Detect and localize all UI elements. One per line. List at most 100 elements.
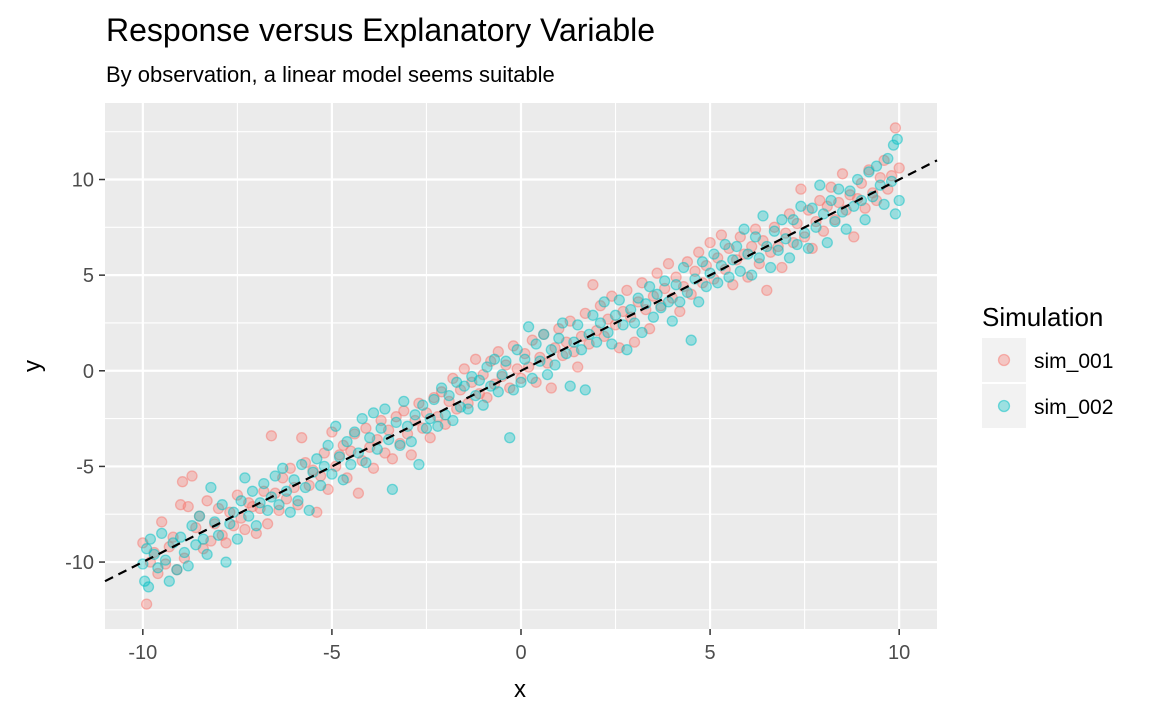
data-point <box>405 449 417 461</box>
data-point <box>572 361 584 373</box>
data-point <box>590 336 603 348</box>
data-point <box>243 510 255 522</box>
data-point <box>432 420 444 432</box>
data-point <box>825 194 837 207</box>
data-point <box>345 458 357 471</box>
data-point <box>205 481 217 494</box>
data-point <box>553 332 565 344</box>
data-point <box>201 548 213 561</box>
data-point <box>140 543 153 555</box>
data-point <box>806 202 818 214</box>
data-point <box>836 168 849 180</box>
data-point <box>863 166 875 178</box>
data-point <box>749 231 762 243</box>
x-tick-label: 0 <box>515 642 526 664</box>
data-point <box>277 462 289 474</box>
data-point <box>311 453 323 465</box>
data-point <box>386 483 399 496</box>
y-tick-label: 0 <box>83 361 94 383</box>
data-point <box>829 215 841 228</box>
data-point <box>352 487 365 499</box>
data-point <box>420 422 433 434</box>
data-point <box>889 208 902 220</box>
data-point <box>844 185 856 197</box>
data-point <box>152 562 164 574</box>
data-point <box>398 395 410 408</box>
data-point <box>606 338 618 350</box>
data-point <box>882 152 894 165</box>
data-point <box>367 407 380 419</box>
data-point <box>893 194 905 207</box>
x-axis-ticks: -10 -5 0 5 10 <box>128 629 910 664</box>
data-point <box>643 280 656 293</box>
data-point <box>447 414 459 427</box>
data-point <box>851 173 864 186</box>
data-point <box>708 248 720 260</box>
data-point <box>178 546 191 559</box>
data-point <box>176 476 189 488</box>
data-point <box>186 470 198 482</box>
data-point <box>651 267 663 279</box>
data-point <box>715 229 728 241</box>
data-point <box>617 319 629 331</box>
data-point <box>186 520 198 532</box>
data-point <box>379 403 391 415</box>
data-point <box>662 258 675 270</box>
data-point <box>549 359 561 371</box>
data-point <box>764 261 777 274</box>
data-point <box>746 269 758 281</box>
data-point <box>239 523 251 536</box>
data-point <box>564 380 576 392</box>
data-point <box>719 238 731 251</box>
data-point <box>280 493 293 505</box>
data-point <box>496 368 508 381</box>
data-point <box>140 598 153 610</box>
legend-label: sim_001 <box>1034 350 1113 373</box>
x-axis-label: x <box>514 676 526 703</box>
data-point <box>833 183 845 195</box>
data-point <box>655 302 667 314</box>
data-point <box>296 432 308 444</box>
data-point <box>651 288 663 300</box>
data-point <box>239 472 251 484</box>
data-point <box>696 256 709 268</box>
data-point <box>273 499 285 511</box>
data-point <box>674 296 686 308</box>
data-point <box>424 432 436 444</box>
data-point <box>337 474 349 486</box>
data-point <box>541 368 554 381</box>
data-point <box>220 537 232 549</box>
data-point <box>749 223 762 235</box>
data-point <box>874 171 886 184</box>
data-point <box>348 426 361 438</box>
data-point <box>859 214 871 226</box>
x-tick-label: -10 <box>128 642 157 664</box>
series-sim_002 <box>137 133 905 593</box>
data-point <box>757 210 769 222</box>
data-point <box>500 355 512 367</box>
data-point <box>330 420 342 432</box>
data-point <box>515 376 527 388</box>
data-point <box>390 416 402 429</box>
data-point <box>220 556 232 568</box>
data-point <box>250 520 262 532</box>
data-point <box>227 506 240 518</box>
data-point <box>621 284 633 297</box>
data-point <box>700 280 712 293</box>
data-point <box>246 485 259 497</box>
data-point <box>891 133 903 145</box>
data-point <box>738 223 750 235</box>
data-point <box>659 275 671 287</box>
data-point <box>609 309 622 321</box>
data-point <box>594 317 607 329</box>
data-point <box>511 344 523 356</box>
data-point <box>723 271 735 283</box>
data-point <box>435 382 448 394</box>
data-point <box>840 223 852 235</box>
x-tick-label: 10 <box>888 642 910 664</box>
data-point <box>761 284 773 297</box>
data-point <box>632 292 644 304</box>
data-point <box>545 344 557 356</box>
data-point <box>417 399 429 411</box>
data-point <box>670 279 682 291</box>
